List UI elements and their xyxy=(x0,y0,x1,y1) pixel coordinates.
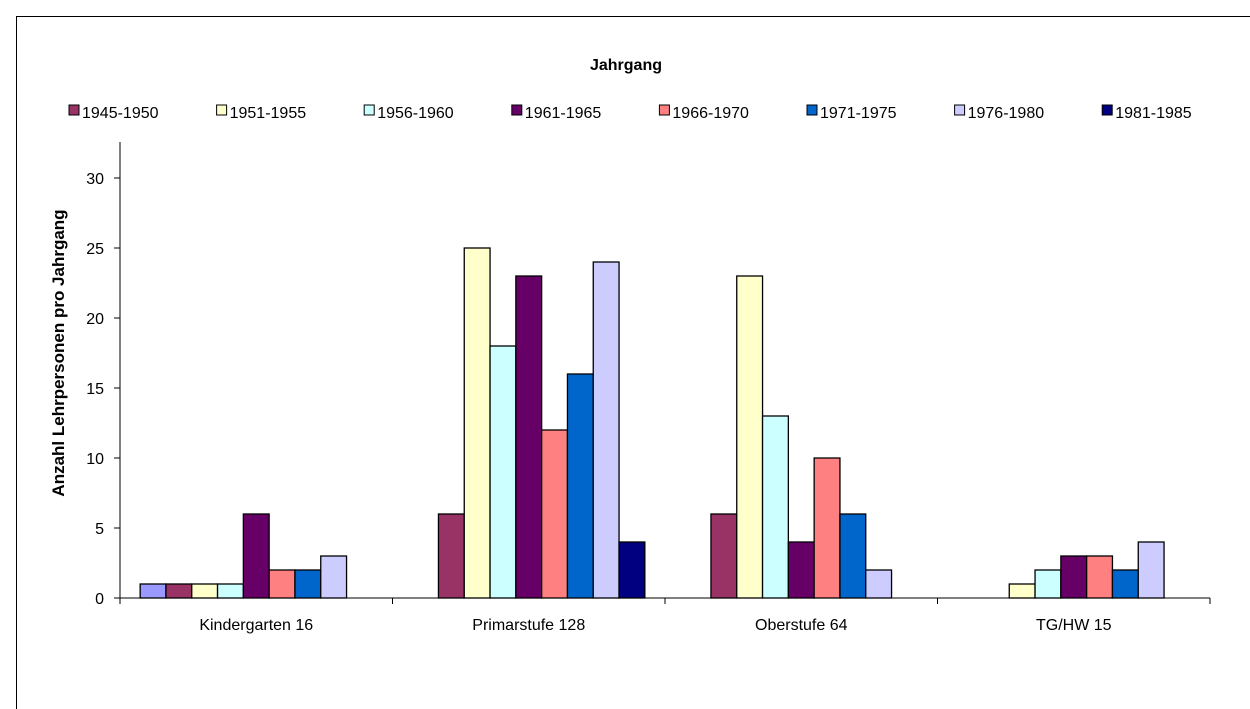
bar xyxy=(165,583,193,599)
bar xyxy=(566,373,594,599)
bar xyxy=(268,569,296,599)
bar xyxy=(242,513,270,599)
legend-item: 1956-1960 xyxy=(363,104,454,122)
legend-item: 1945-1950 xyxy=(68,104,159,122)
bar xyxy=(191,583,219,599)
legend-swatch xyxy=(954,104,966,116)
bar xyxy=(1034,569,1062,599)
bars xyxy=(139,247,1165,599)
chart-title: Jahrgang xyxy=(590,57,662,74)
bar xyxy=(216,583,245,599)
y-tick-label: 10 xyxy=(86,451,104,468)
legend-swatch xyxy=(68,104,80,116)
legend-label: 1966-1970 xyxy=(672,105,749,122)
legend-label: 1956-1960 xyxy=(377,105,454,122)
bar xyxy=(489,345,517,599)
x-category-label: Oberstufe 64 xyxy=(755,617,848,634)
bar xyxy=(139,583,167,599)
bar xyxy=(1111,569,1139,599)
bar xyxy=(865,569,893,599)
y-tick-label: 15 xyxy=(86,381,104,398)
legend-swatch xyxy=(216,104,228,116)
legend-swatch xyxy=(658,104,670,116)
y-tick-label: 25 xyxy=(86,241,104,258)
bar xyxy=(541,429,569,599)
bar xyxy=(320,555,348,599)
x-category-label: TG/HW 15 xyxy=(1036,617,1112,634)
y-axis-title: Anzahl Lehrpersonen pro Jahrgang xyxy=(49,209,68,496)
legend-item: 1966-1970 xyxy=(658,104,749,122)
y-tick-label: 0 xyxy=(95,591,104,608)
bar xyxy=(787,541,815,599)
bar xyxy=(592,261,620,599)
legend-label: 1976-1980 xyxy=(968,105,1045,122)
legend-label: 1971-1975 xyxy=(820,105,897,122)
legend-label: 1951-1955 xyxy=(230,105,307,122)
legend-item: 1976-1980 xyxy=(954,104,1045,122)
bar xyxy=(1137,541,1165,599)
legend-item: 1981-1985 xyxy=(1101,104,1192,122)
bar xyxy=(761,415,789,599)
legend: 1945-1950 1951-1955 1956-1960 1961-1965 1966… xyxy=(68,104,1192,122)
bar xyxy=(710,513,738,599)
bar xyxy=(437,513,465,599)
legend-item: 1961-1965 xyxy=(511,104,602,122)
legend-label: 1961-1965 xyxy=(525,105,602,122)
bar xyxy=(839,513,867,599)
x-category-label: Kindergarten 16 xyxy=(199,617,313,634)
bar xyxy=(1060,555,1088,599)
legend-swatch xyxy=(363,104,375,116)
legend-item: 1971-1975 xyxy=(806,104,897,122)
bar xyxy=(736,275,764,599)
x-axis: Kindergarten 16 Primarstufe 128 Oberstufe … xyxy=(119,597,1211,634)
bar xyxy=(813,457,841,599)
x-category-label: Primarstufe 128 xyxy=(472,617,585,634)
legend-swatch xyxy=(1101,104,1113,116)
legend-swatch xyxy=(806,104,818,116)
legend-label: 1945-1950 xyxy=(82,105,159,122)
bar xyxy=(515,275,543,599)
legend-item: 1951-1955 xyxy=(216,104,307,122)
bar xyxy=(1008,583,1036,599)
bar xyxy=(294,569,322,599)
y-tick-label: 20 xyxy=(86,311,104,328)
bar xyxy=(618,541,646,599)
y-axis: 0 5 10 15 20 25 30 xyxy=(86,142,121,608)
y-tick-label: 30 xyxy=(86,171,104,188)
bar xyxy=(1086,555,1114,599)
y-tick-label: 5 xyxy=(95,521,104,538)
legend-swatch xyxy=(511,104,523,116)
bar xyxy=(463,247,491,599)
legend-label: 1981-1985 xyxy=(1115,105,1192,122)
